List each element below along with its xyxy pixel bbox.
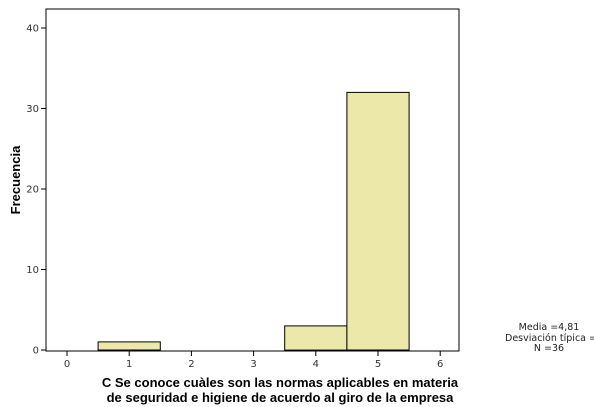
x-tick-label-5: 5 bbox=[375, 359, 381, 370]
x-tick-label-4: 4 bbox=[313, 359, 319, 370]
y-tick-label-0: 0 bbox=[33, 346, 39, 357]
statistics-box: Media =4,81 Desviación típica =0,71 N =3… bbox=[505, 322, 594, 355]
x-axis-label: C Se conoce cuàles son las normas aplica… bbox=[30, 375, 530, 405]
y-tick-label-30: 30 bbox=[26, 104, 39, 115]
y-tick-label-40: 40 bbox=[26, 24, 39, 35]
bar-1 bbox=[97, 341, 161, 351]
y-axis-label: Frecuencia bbox=[8, 145, 23, 214]
x-tick-label-1: 1 bbox=[126, 359, 132, 370]
stat-mean: Media =4,81 bbox=[518, 322, 580, 333]
stat-n: N =36 bbox=[533, 343, 565, 354]
x-axis-label-line-2: de seguridad e higiene de acuerdo al gir… bbox=[106, 389, 454, 405]
y-tick-label-20: 20 bbox=[26, 185, 39, 196]
y-tick-label-10: 10 bbox=[26, 265, 39, 276]
x-tick-label-3: 3 bbox=[250, 359, 256, 370]
bar-4 bbox=[284, 325, 348, 351]
bar-5 bbox=[346, 91, 410, 351]
stat-std-dev: Desviación típica =0,71 bbox=[505, 332, 594, 344]
x-axis-label-line-1: C Se conoce cuàles son las normas aplica… bbox=[101, 375, 459, 390]
x-tick-label-2: 2 bbox=[188, 359, 194, 370]
x-tick-label-6: 6 bbox=[437, 359, 443, 370]
x-tick-label-0: 0 bbox=[64, 359, 70, 370]
